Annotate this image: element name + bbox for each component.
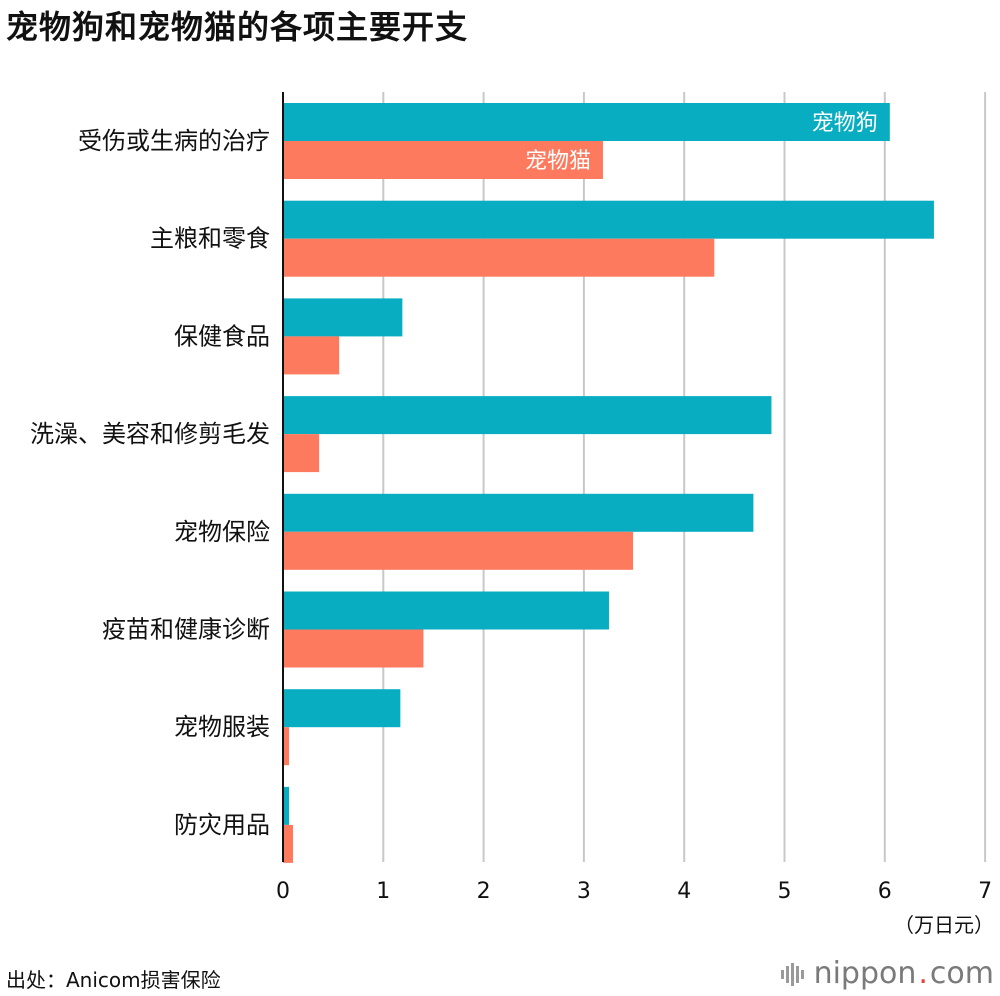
x-tick-label: 2 xyxy=(477,879,491,904)
page-title: 宠物狗和宠物猫的各项主要开支 xyxy=(6,8,469,46)
logo-name: nippon xyxy=(813,956,917,991)
bar-dog-2 xyxy=(283,298,403,337)
x-tick-label: 4 xyxy=(677,879,691,904)
bars xyxy=(283,103,934,863)
bar-chart: 受伤或生病的治疗主粮和零食保健食品洗澡、美容和修剪毛发宠物保险疫苗和健康诊断宠物… xyxy=(30,92,994,937)
bar-cat-4 xyxy=(283,531,634,570)
nippon-logo-mark-icon xyxy=(780,962,804,986)
bar-cat-1 xyxy=(283,238,715,277)
bar-cat-5 xyxy=(283,629,424,668)
x-tick-label: 0 xyxy=(276,879,290,904)
bar-dog-5 xyxy=(283,591,609,630)
x-tick-label: 5 xyxy=(778,879,792,904)
source-note: 出处：Anicom损害保险 xyxy=(6,968,221,992)
category-label: 宠物服装 xyxy=(174,713,270,741)
logo-dot: . xyxy=(918,956,928,991)
category-label: 疫苗和健康诊断 xyxy=(102,616,270,644)
category-label: 主粮和零食 xyxy=(150,225,270,253)
bar-dog-3 xyxy=(283,396,772,435)
bar-dog-1 xyxy=(283,200,934,239)
bar-cat-2 xyxy=(283,336,340,375)
nippon-logo: nippon. com xyxy=(780,956,994,991)
bar-dog-4 xyxy=(283,493,754,532)
category-label: 洗澡、美容和修剪毛发 xyxy=(30,420,270,448)
category-label: 受伤或生病的治疗 xyxy=(78,127,270,155)
series-label-cat: 宠物猫 xyxy=(525,149,591,174)
bar-cat-7 xyxy=(283,824,294,863)
category-label: 宠物保险 xyxy=(174,518,270,546)
x-tick-label: 3 xyxy=(577,879,591,904)
x-tick-label: 1 xyxy=(376,879,390,904)
logo-suffix: com xyxy=(929,956,994,991)
bar-dog-7 xyxy=(283,786,290,825)
bar-dog-0 xyxy=(283,103,890,141)
bar-cat-0 xyxy=(283,141,603,179)
bar-cat-3 xyxy=(283,434,320,473)
bar-cat-6 xyxy=(283,727,290,766)
category-label: 保健食品 xyxy=(174,322,270,350)
x-unit-label: （万日元） xyxy=(894,913,994,937)
category-label: 防灾用品 xyxy=(174,811,270,839)
bar-dog-6 xyxy=(283,689,401,728)
labels: 受伤或生病的治疗主粮和零食保健食品洗澡、美容和修剪毛发宠物保险疫苗和健康诊断宠物… xyxy=(30,111,994,937)
x-tick-label: 7 xyxy=(978,879,992,904)
x-tick-label: 6 xyxy=(878,879,892,904)
series-label-dog: 宠物狗 xyxy=(812,111,878,136)
